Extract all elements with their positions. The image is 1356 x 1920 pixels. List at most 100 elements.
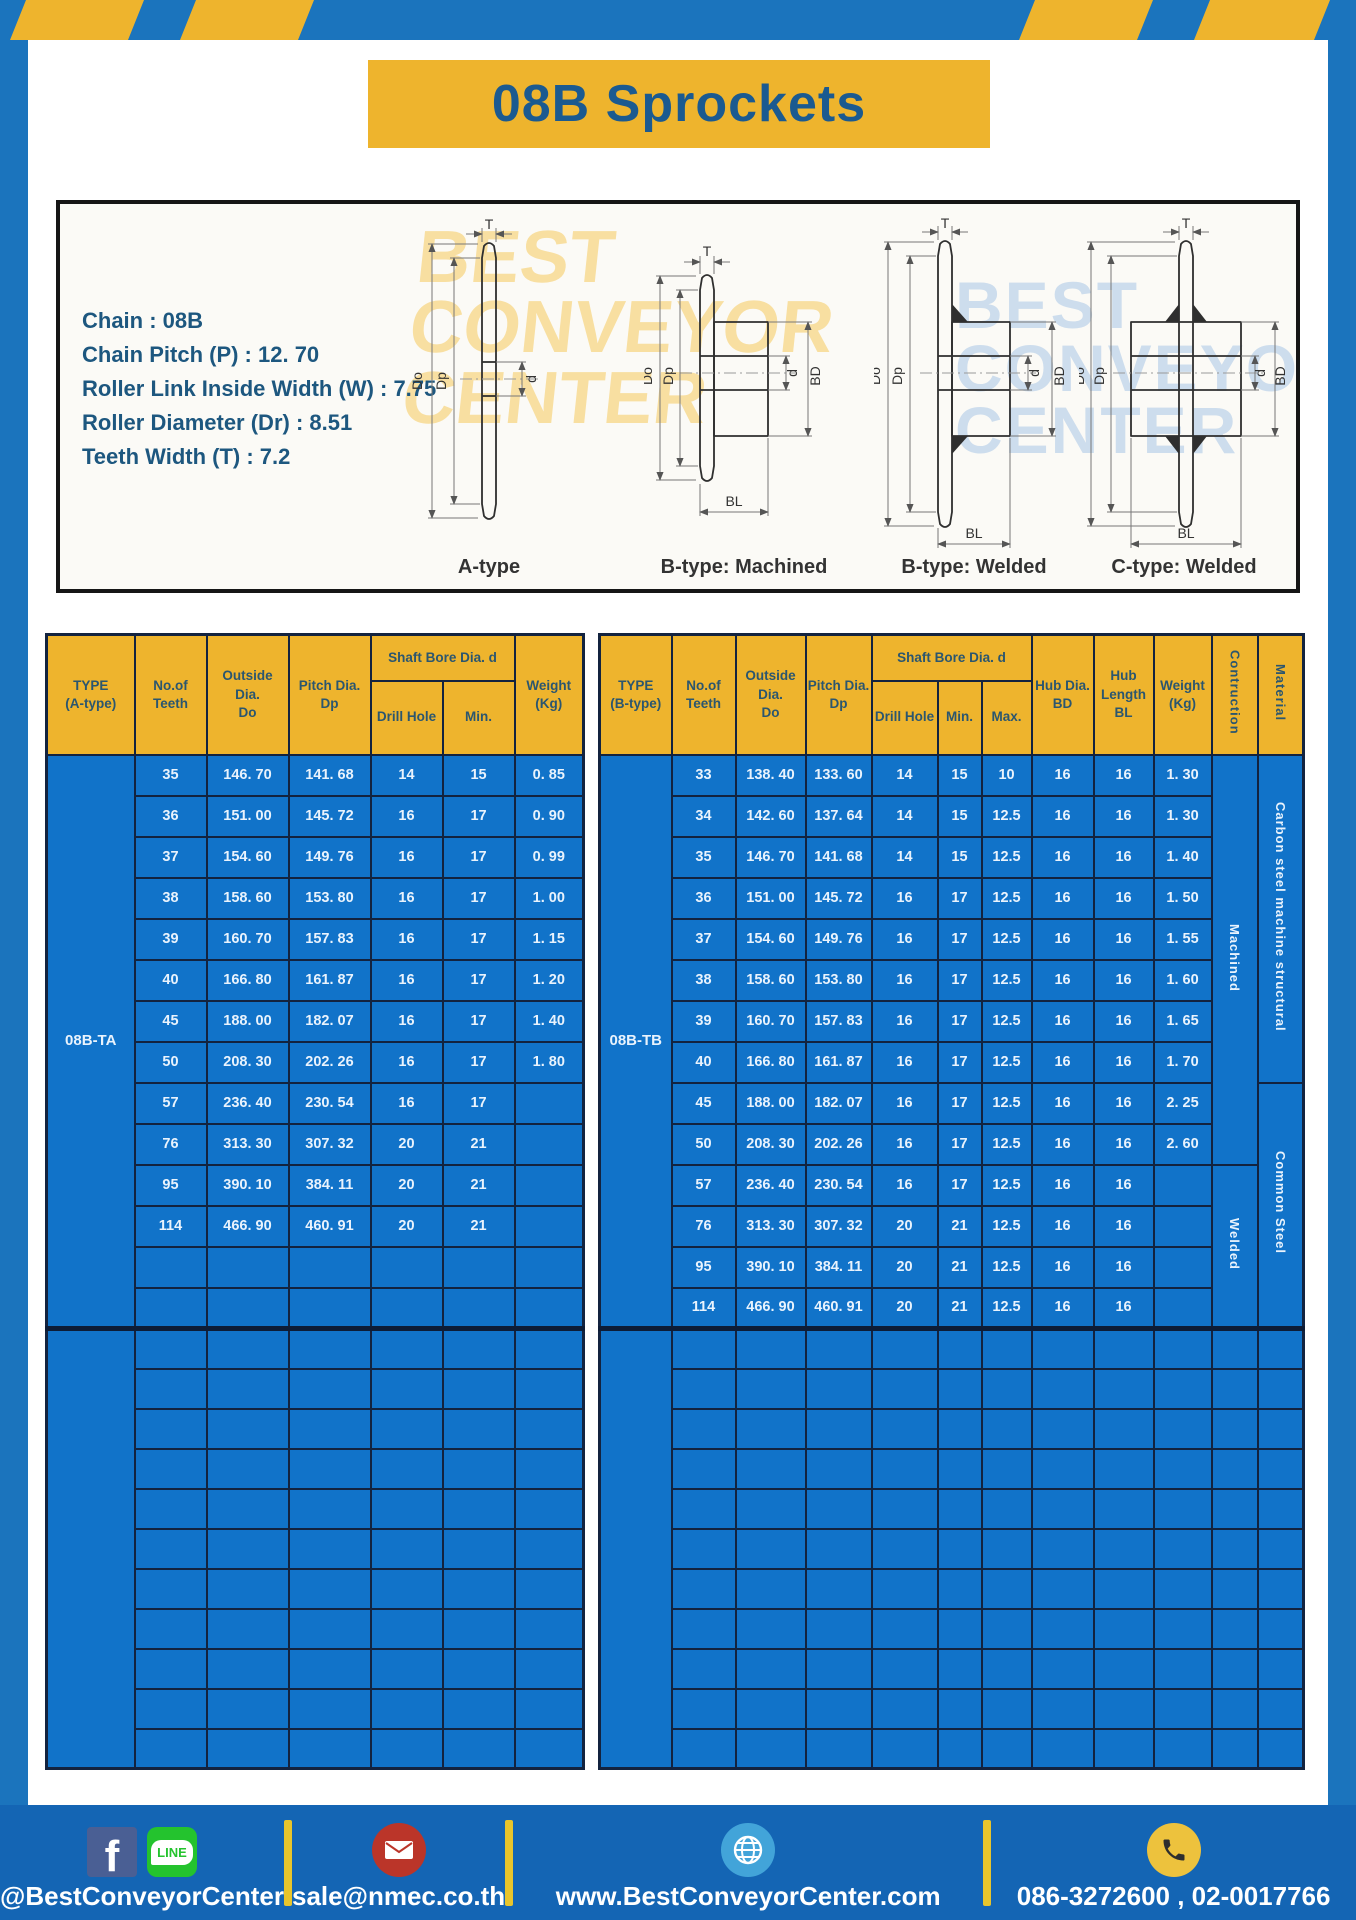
table-cell	[804, 1687, 873, 1730]
diagram-caption: A-type	[457, 556, 521, 578]
footer-email[interactable]: sale@nmec.co.th	[291, 1881, 506, 1911]
table-cell: 15	[936, 835, 983, 879]
table-cell	[1256, 1487, 1305, 1530]
table-cell: 16	[1092, 753, 1155, 797]
globe-icon[interactable]	[721, 1823, 776, 1877]
table-cell	[734, 1687, 807, 1730]
table-cell	[870, 1407, 939, 1450]
type-cell-empty	[45, 1326, 136, 1770]
table-cell: 236. 40	[734, 1163, 807, 1207]
table-cell	[670, 1407, 737, 1450]
table-cell: 17	[441, 1040, 516, 1084]
table-cell: 158. 60	[205, 876, 290, 920]
table-cell	[980, 1647, 1033, 1690]
table-cell	[804, 1567, 873, 1610]
table-cell	[133, 1326, 208, 1370]
table-cell	[513, 1286, 585, 1330]
table-cell: 1. 70	[1152, 1040, 1213, 1084]
table-cell	[936, 1487, 983, 1530]
table-cell	[513, 1204, 585, 1248]
table-cell: 76	[670, 1204, 737, 1248]
table-cell	[804, 1326, 873, 1370]
table-cell	[205, 1487, 290, 1530]
table-cell	[133, 1687, 208, 1730]
table-cell	[205, 1647, 290, 1690]
table-cell	[369, 1647, 444, 1690]
table-cell: 17	[441, 917, 516, 961]
table-cell: 12.5	[980, 1163, 1033, 1207]
table-cell	[1256, 1447, 1305, 1490]
table-cell	[287, 1647, 372, 1690]
table-cell: 16	[1092, 1163, 1155, 1207]
table-cell	[133, 1407, 208, 1450]
table-cell: 40	[670, 1040, 737, 1084]
line-icon[interactable]: LINE	[146, 1827, 197, 1877]
table-cell	[1256, 1527, 1305, 1570]
dim-label-do: Do	[1079, 367, 1087, 385]
email-icon[interactable]	[371, 1823, 426, 1877]
table-cell	[870, 1487, 939, 1530]
table-cell	[441, 1407, 516, 1450]
table-cell: 141. 68	[804, 835, 873, 879]
col-header-shaft-bore: Shaft Bore Dia. d	[870, 633, 1033, 682]
facebook-icon[interactable]: f	[86, 1827, 137, 1877]
table-cell: 16	[1030, 958, 1095, 1002]
footer-social-handle[interactable]: @BestConveyorCenter	[0, 1881, 284, 1911]
table-cell: 17	[441, 835, 516, 879]
table-cell: 16	[870, 917, 939, 961]
table-cell	[513, 1727, 585, 1770]
table-cell	[441, 1527, 516, 1570]
table-cell	[1152, 1326, 1213, 1370]
table-cell: 16	[1092, 999, 1155, 1043]
table-cell	[670, 1607, 737, 1650]
table-cell: 37	[670, 917, 737, 961]
table-cell: 146. 70	[205, 753, 290, 797]
dim-label-d: d	[523, 375, 539, 383]
table-cell: 15	[936, 794, 983, 838]
table-cell: 138. 40	[734, 753, 807, 797]
table-cell	[1092, 1487, 1155, 1530]
dim-label-dp: Dp	[433, 372, 449, 390]
table-cell	[1092, 1687, 1155, 1730]
table-cell: 16	[1030, 1204, 1095, 1248]
dim-label-bl: BL	[1177, 525, 1194, 541]
table-cell	[513, 1407, 585, 1450]
table-cell	[1256, 1326, 1305, 1370]
table-cell: 21	[441, 1204, 516, 1248]
table-cell	[1256, 1687, 1305, 1730]
table-cell: 161. 87	[287, 958, 372, 1002]
table-cell	[441, 1245, 516, 1289]
dim-label-t: T	[941, 216, 950, 231]
table-cell	[734, 1326, 807, 1370]
table-cell	[441, 1567, 516, 1610]
table-cell	[670, 1727, 737, 1770]
table-cell: 1. 55	[1152, 917, 1213, 961]
table-cell	[1210, 1367, 1259, 1410]
table-cell	[1152, 1687, 1213, 1730]
col-header-type: TYPE (A-type)	[45, 633, 136, 756]
table-cell	[1030, 1567, 1095, 1610]
b-type-machined-drawing: Do Dp T d BD BL	[644, 243, 823, 516]
table-cell: 17	[441, 876, 516, 920]
table-cell	[133, 1245, 208, 1289]
table-cell: 16	[1030, 1122, 1095, 1166]
table-cell	[804, 1367, 873, 1410]
table-cell	[1152, 1286, 1213, 1330]
table-cell	[513, 1245, 585, 1289]
table-cell: 182. 07	[804, 1081, 873, 1125]
type-cell: 08B-TB	[598, 753, 673, 1330]
table-cell	[287, 1326, 372, 1370]
phone-icon[interactable]	[1146, 1823, 1201, 1877]
table-cell: 384. 11	[287, 1163, 372, 1207]
table-cell: 1. 80	[513, 1040, 585, 1084]
table-cell: 153. 80	[804, 958, 873, 1002]
table-cell: 133. 60	[804, 753, 873, 797]
footer-phone[interactable]: 086-3272600 , 02-0017766	[1016, 1881, 1331, 1911]
table-cell: 34	[670, 794, 737, 838]
col-header-drill-hole: Drill Hole	[369, 679, 444, 756]
table-cell: 16	[1030, 1286, 1095, 1330]
table-cell: 36	[133, 794, 208, 838]
table-cell: 16	[1092, 1286, 1155, 1330]
table-cell	[980, 1607, 1033, 1650]
footer-website[interactable]: www.BestConveyorCenter.com	[555, 1881, 941, 1911]
